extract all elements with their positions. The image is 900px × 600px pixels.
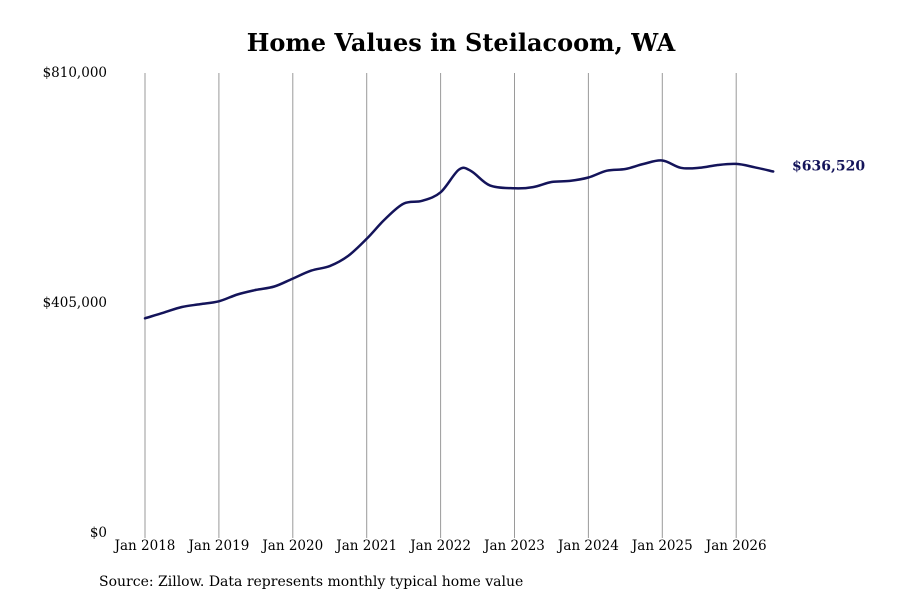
x-tick-label: Jan 2020 (260, 538, 323, 554)
y-tick-label: $405,000 (43, 295, 107, 311)
last-value-label: $636,520 (792, 159, 865, 175)
x-tick-label: Jan 2026 (704, 538, 767, 554)
y-tick-label: $0 (90, 525, 107, 541)
series-layer: $636,520 (143, 159, 865, 320)
tick-labels: Jan 2018 Jan 2019 Jan 2020 Jan 2021 Jan 2022… (43, 65, 767, 554)
series-line (143, 159, 775, 320)
x-tick-label: Jan 2019 (186, 538, 249, 554)
grid-lines (144, 73, 737, 538)
y-tick-label: $810,000 (43, 65, 107, 81)
source-note: Source: Zillow. Data represents monthly … (99, 574, 524, 590)
x-tick-label: Jan 2018 (113, 538, 176, 554)
x-tick-label: Jan 2021 (334, 538, 397, 554)
x-tick-label: Jan 2023 (482, 538, 545, 554)
x-tick-label: Jan 2024 (556, 538, 619, 554)
x-tick-label: Jan 2025 (630, 538, 693, 554)
chart-title: Home Values in Steilacoom, WA (246, 28, 676, 57)
x-tick-label: Jan 2022 (408, 538, 471, 554)
